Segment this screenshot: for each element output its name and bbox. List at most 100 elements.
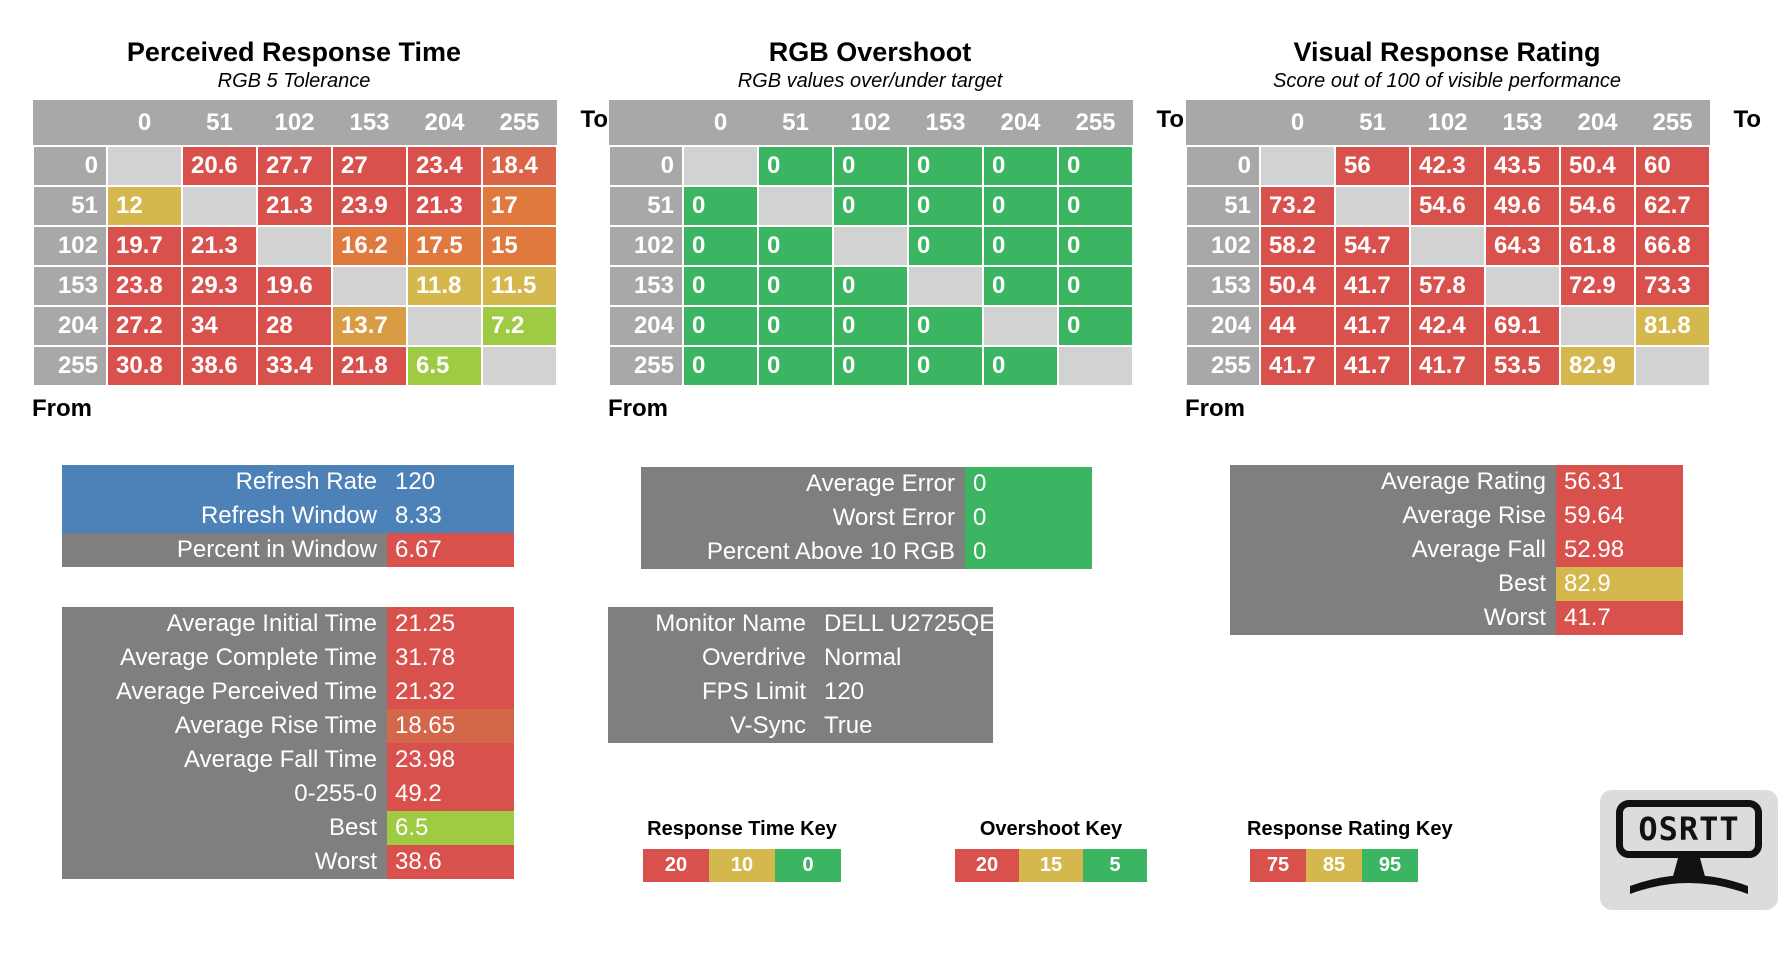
key-cell: 5 xyxy=(1083,849,1147,882)
key-cell: 75 xyxy=(1250,849,1306,882)
summary-row: Worst 38.6 xyxy=(62,845,514,879)
heatmap-cell: 41.7 xyxy=(1259,345,1336,387)
heatmap-cell: 49.6 xyxy=(1484,185,1561,227)
heatmap-row: 102 0 0 0 0 0 xyxy=(608,225,1134,267)
row-header-cell: 51 xyxy=(1185,185,1261,227)
heatmap-cell: 7.2 xyxy=(481,305,558,347)
overshoot-key: Overshoot Key 20 15 5 xyxy=(955,818,1147,882)
heatmap-cell: 42.3 xyxy=(1409,145,1486,187)
heatmap-cell: 72.9 xyxy=(1559,265,1636,307)
summary-row: FPS Limit 120 xyxy=(608,675,993,709)
summary-row: Average Rating 56.31 xyxy=(1230,465,1683,499)
heatmap-cell: 58.2 xyxy=(1259,225,1336,267)
heatmap-group-response-time: Perceived Response Time RGB 5 Tolerance … xyxy=(32,36,608,423)
heatmap-table: 0 51 102 153 204 255 0 0 0 0 0 0 51 0 0 0 0 0 102 0 0 0 0 0 153 0… xyxy=(608,98,1134,387)
heatmap-cell: 50.4 xyxy=(1559,145,1636,187)
heatmap-row: 0 56 42.3 43.5 50.4 60 xyxy=(1185,145,1711,187)
heatmap-cell: 0 xyxy=(757,305,834,347)
summary-row: Best 6.5 xyxy=(62,811,514,845)
key-bar: 75 85 95 xyxy=(1247,849,1421,882)
summary-value: 49.2 xyxy=(387,777,514,811)
heatmap-cell: 27 xyxy=(331,145,408,187)
summary-label: Worst xyxy=(62,845,387,879)
heatmap-cell: 0 xyxy=(1057,225,1134,267)
heatmap-row: 204 0 0 0 0 0 xyxy=(608,305,1134,347)
key-title: Response Time Key xyxy=(647,818,837,840)
heatmap-cell: 38.6 xyxy=(181,345,258,387)
heatmap-subtitle: Score out of 100 of visible performance xyxy=(1273,70,1621,92)
heatmap-cell: 54.6 xyxy=(1409,185,1486,227)
summary-label: Overdrive xyxy=(608,641,816,675)
heatmap-cell: 50.4 xyxy=(1259,265,1336,307)
heatmap-cell: 13.7 xyxy=(331,305,408,347)
summary-label: Average Perceived Time xyxy=(62,675,387,709)
row-header-cell: 51 xyxy=(608,185,684,227)
heatmap-cell: 73.2 xyxy=(1259,185,1336,227)
heatmap-cell: 0 xyxy=(982,225,1059,267)
column-header-cell: 102 xyxy=(257,98,332,147)
axis-to-label: To xyxy=(1156,106,1184,133)
column-header-cell: 102 xyxy=(1410,98,1485,147)
header-corner-cell xyxy=(33,98,107,147)
diagonal-cell xyxy=(481,345,558,387)
response-rating-key: Response Rating Key 75 85 95 xyxy=(1247,818,1453,882)
summary-label: Average Rating xyxy=(1230,465,1556,499)
heatmap-cell: 17 xyxy=(481,185,558,227)
summary-label: Average Fall Time xyxy=(62,743,387,777)
row-header-cell: 153 xyxy=(32,265,108,307)
heatmap-cell: 0 xyxy=(757,345,834,387)
diagonal-cell xyxy=(1057,345,1134,387)
row-header-cell: 102 xyxy=(32,225,108,267)
summary-label: FPS Limit xyxy=(608,675,816,709)
axis-from-label: From xyxy=(32,395,92,422)
key-cell: 20 xyxy=(643,849,709,882)
heatmap-cell: 23.4 xyxy=(406,145,483,187)
heatmap-cell: 20.6 xyxy=(181,145,258,187)
heatmap-cell: 0 xyxy=(907,305,984,347)
heatmap-cell: 41.7 xyxy=(1334,265,1411,307)
summary-label: Average Complete Time xyxy=(62,641,387,675)
heatmap-cell: 18.4 xyxy=(481,145,558,187)
summary-value: 56.31 xyxy=(1556,465,1683,499)
column-header-cell: 153 xyxy=(908,98,983,147)
diagonal-cell xyxy=(1559,305,1636,347)
diagonal-cell xyxy=(1484,265,1561,307)
summary-label: Best xyxy=(1230,567,1556,601)
summary-row: V-Sync True xyxy=(608,709,993,743)
summary-row: Overdrive Normal xyxy=(608,641,993,675)
diagonal-cell xyxy=(1634,345,1711,387)
row-header-cell: 255 xyxy=(32,345,108,387)
heatmap-cell: 62.7 xyxy=(1634,185,1711,227)
heatmap-cell: 0 xyxy=(682,345,759,387)
diagonal-cell xyxy=(1334,185,1411,227)
heatmap-title: Perceived Response Time xyxy=(126,37,462,67)
summary-label: Average Rise xyxy=(1230,499,1556,533)
heatmap-cell: 17.5 xyxy=(406,225,483,267)
summary-label: Monitor Name xyxy=(608,607,816,641)
row-header-cell: 204 xyxy=(32,305,108,347)
heatmap-cell: 41.7 xyxy=(1409,345,1486,387)
heatmap-cell: 42.4 xyxy=(1409,305,1486,347)
heatmap-cell: 11.8 xyxy=(406,265,483,307)
heatmap-cell: 0 xyxy=(682,265,759,307)
axis-from-label: From xyxy=(1185,395,1245,422)
diagonal-cell xyxy=(757,185,834,227)
row-header-cell: 0 xyxy=(608,145,684,187)
heatmap-cell: 0 xyxy=(682,185,759,227)
summary-row: Percent Above 10 RGB 0 xyxy=(641,535,1092,569)
heatmap-cell: 12 xyxy=(106,185,183,227)
summary-value: 0 xyxy=(965,467,1092,501)
heatmap-cell: 0 xyxy=(682,305,759,347)
summary-value: 31.78 xyxy=(387,641,514,675)
heatmap-cell: 16.2 xyxy=(331,225,408,267)
heatmap-cell: 0 xyxy=(682,225,759,267)
response-time-key: Response Time Key 20 10 0 xyxy=(642,818,842,882)
heatmap-cell: 6.5 xyxy=(406,345,483,387)
heatmap-cell: 69.1 xyxy=(1484,305,1561,347)
heatmap-title: Visual Response Rating xyxy=(1293,37,1601,67)
summary-row: Average Rise 59.64 xyxy=(1230,499,1683,533)
key-cell: 20 xyxy=(955,849,1019,882)
column-header-cell: 0 xyxy=(683,98,758,147)
heatmap-row: 255 0 0 0 0 0 xyxy=(608,345,1134,387)
column-header-cell: 255 xyxy=(1635,98,1710,147)
